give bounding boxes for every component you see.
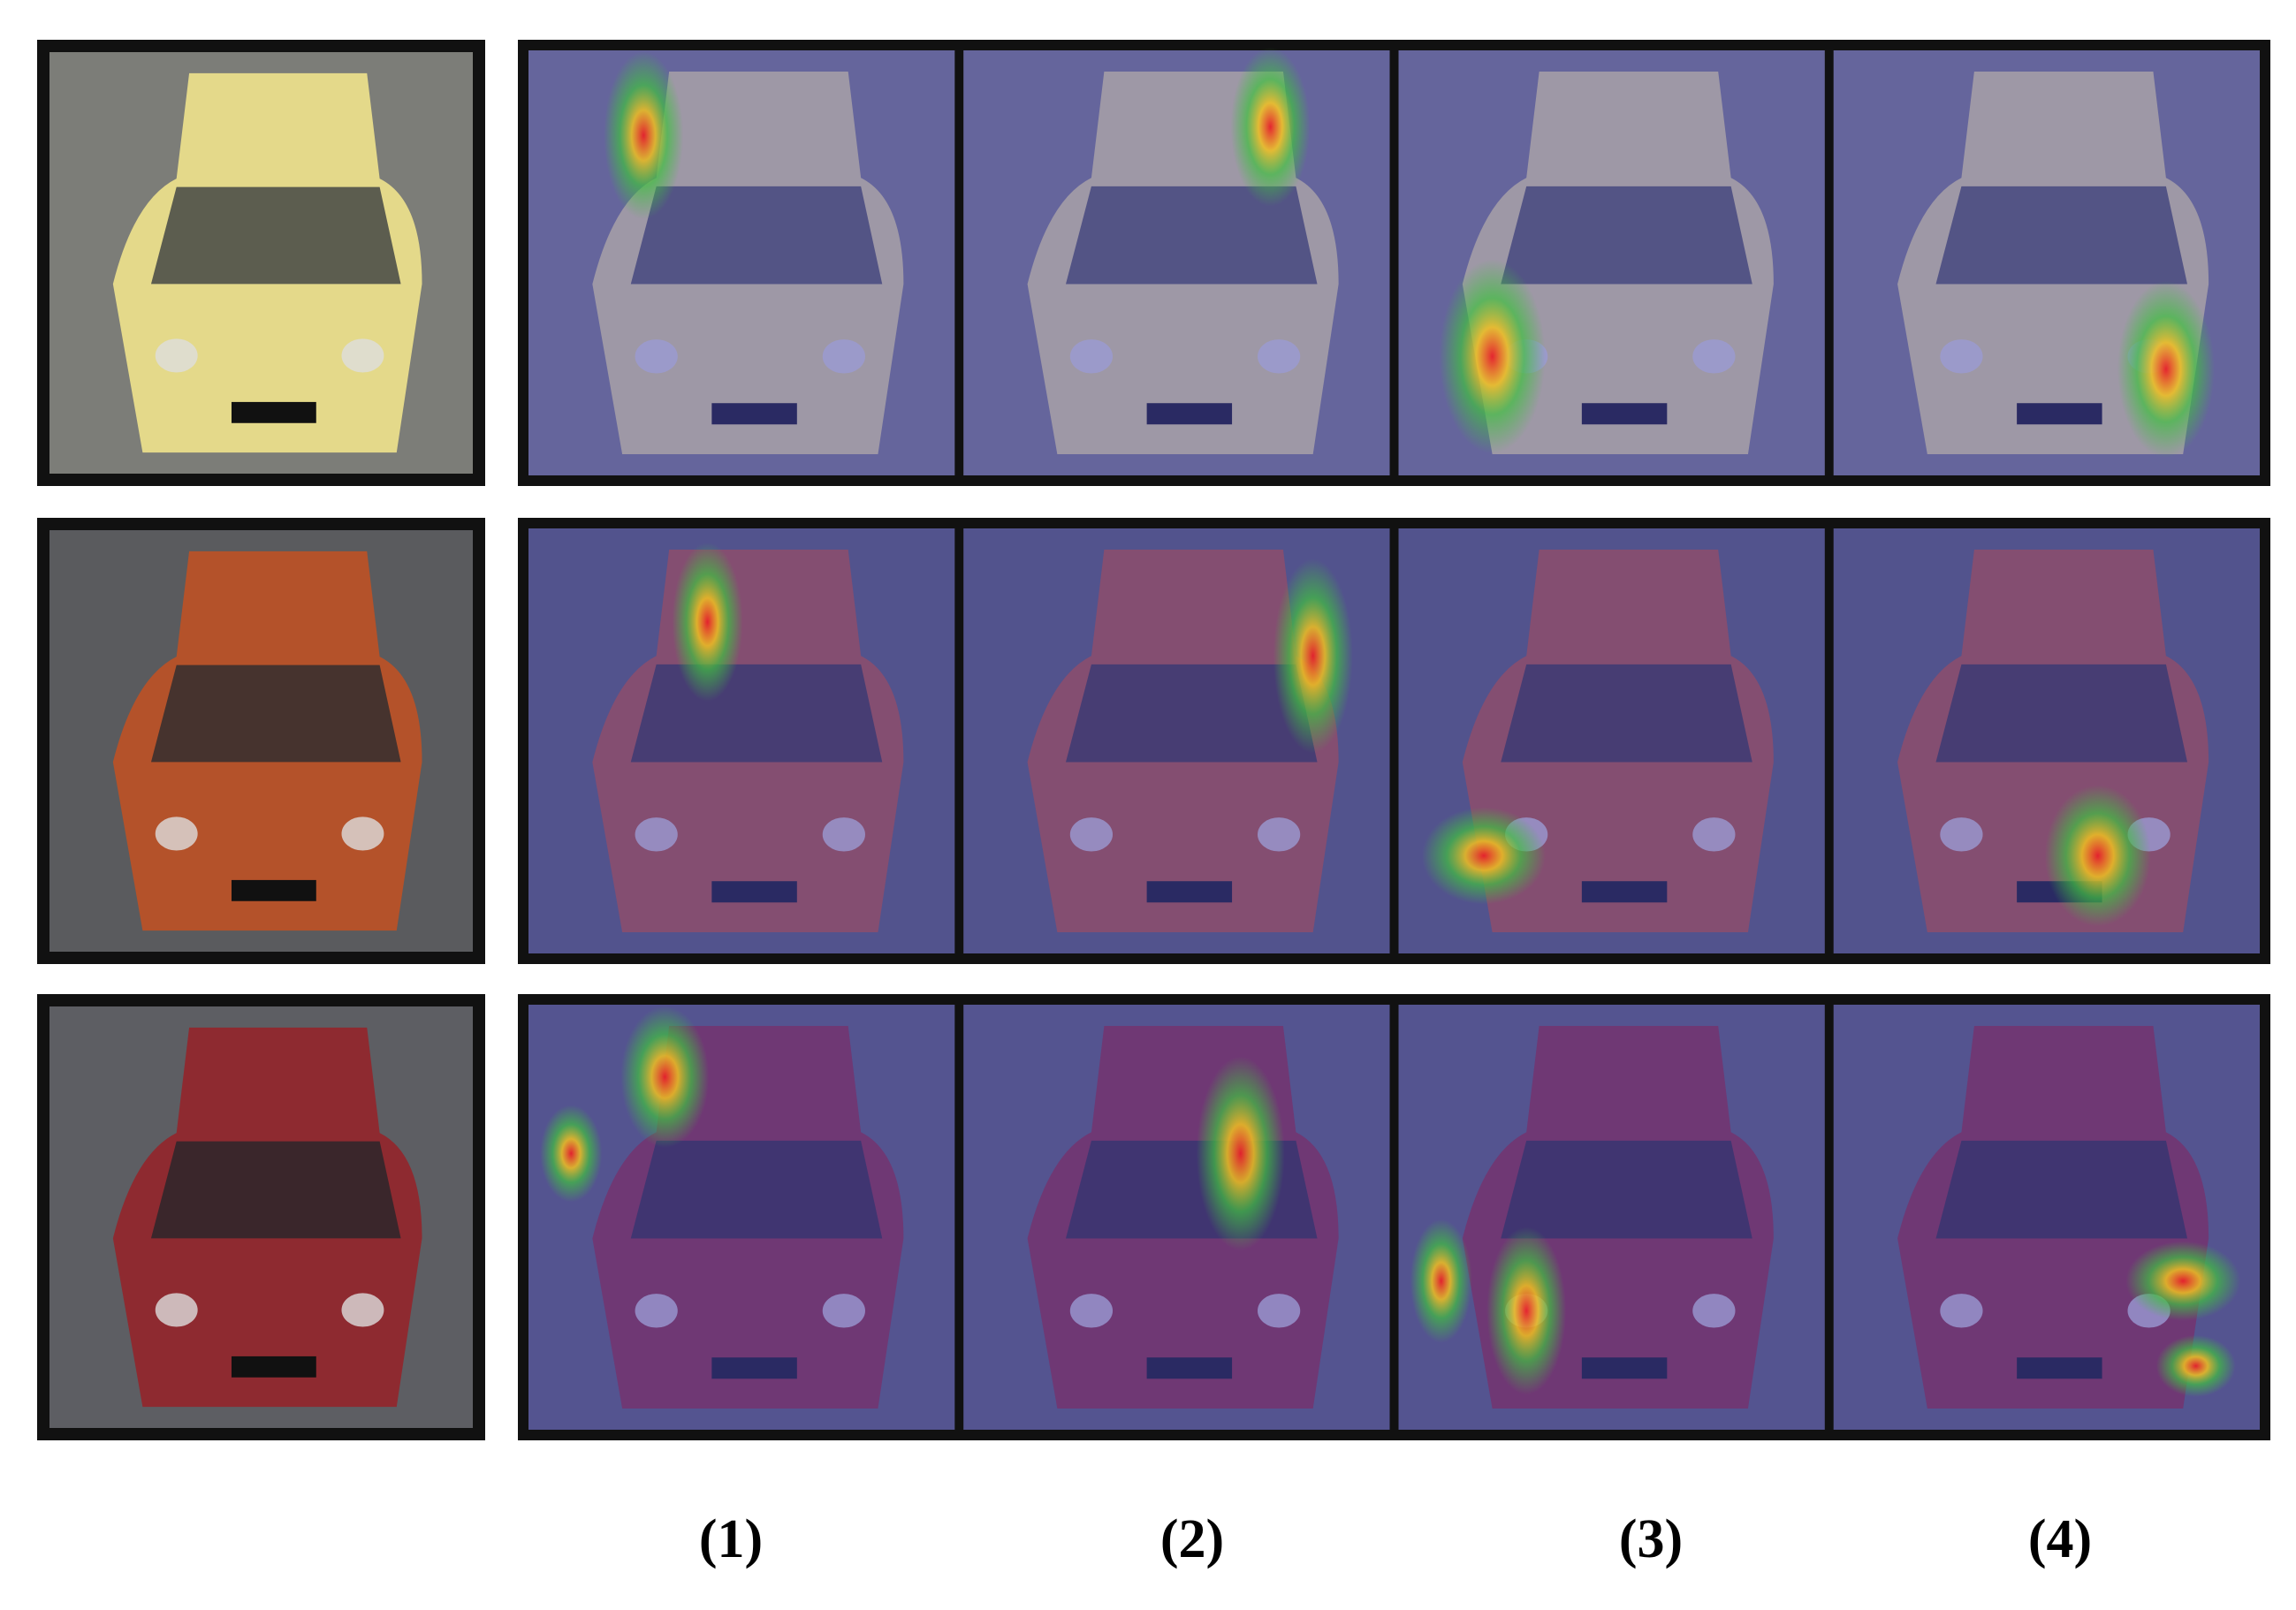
headlight (822, 1294, 865, 1328)
windshield (150, 186, 401, 285)
heatmap-panel (1398, 50, 1825, 475)
heatmap-panel (1398, 1005, 1825, 1430)
plate (1581, 1357, 1668, 1379)
plate (231, 879, 316, 901)
headlight (1940, 1294, 1983, 1328)
windshield (150, 665, 401, 763)
plate (2017, 403, 2102, 425)
headlight (1940, 817, 1983, 852)
attention-blob (2125, 1241, 2241, 1321)
attention-blob (2044, 785, 2151, 927)
windshield (1935, 1140, 2188, 1239)
row (37, 994, 2270, 1440)
headlight (635, 339, 678, 374)
plate (711, 403, 797, 425)
heatmap-panel (528, 50, 955, 475)
plate (1581, 403, 1668, 425)
attention-blob (604, 51, 684, 220)
windshield (630, 186, 883, 285)
headlight (1258, 817, 1301, 852)
column-label: (3) (1619, 1509, 1683, 1569)
plate (711, 881, 797, 903)
attention-blob (1486, 1226, 1567, 1395)
headlight (822, 339, 865, 374)
windshield (1065, 186, 1318, 285)
attention-blob (620, 1006, 710, 1148)
headlight (341, 338, 384, 373)
windshield (630, 1140, 883, 1239)
overlay (1833, 528, 2260, 953)
headlight (635, 1294, 678, 1328)
headlight (1069, 1294, 1114, 1328)
heatmap-panel (528, 528, 955, 953)
headlight (1069, 817, 1114, 852)
plate (1581, 881, 1668, 903)
attention-blob (1230, 47, 1311, 207)
plate (1146, 881, 1233, 903)
plate (231, 401, 316, 423)
headlight (635, 817, 678, 852)
overlay (528, 528, 955, 953)
headlight (1069, 339, 1114, 374)
plate (2017, 1357, 2102, 1379)
headlight (1692, 339, 1736, 374)
attention-blob (672, 542, 743, 702)
plate (1146, 403, 1233, 425)
headlight (155, 338, 198, 373)
plate (1146, 1357, 1233, 1379)
plate (231, 1356, 316, 1378)
attention-blob (1196, 1056, 1285, 1251)
plate (711, 1357, 797, 1379)
heatmap-panel (963, 47, 1390, 475)
windshield (1501, 186, 1752, 285)
overlay (963, 50, 1390, 475)
windshield (1501, 1140, 1752, 1239)
headlight (1258, 339, 1301, 374)
attention-blob (1421, 807, 1546, 905)
heatmap-panel (1398, 528, 1825, 953)
overlay (528, 1005, 955, 1430)
heatmap-panel (528, 1005, 955, 1430)
overlay (963, 1005, 1390, 1430)
headlight (155, 816, 198, 851)
attention-blob (2117, 280, 2215, 458)
overlay (528, 50, 955, 475)
windshield (1501, 664, 1752, 763)
heatmap-panel (1833, 1005, 2260, 1430)
windshield (1935, 664, 2188, 763)
attention-blob (1273, 558, 1353, 754)
windshield (1065, 664, 1318, 763)
attention-blob (2155, 1334, 2236, 1397)
headlight (1692, 817, 1736, 852)
headlight (822, 817, 865, 852)
headlight (1940, 339, 1983, 374)
windshield (1935, 186, 2188, 285)
heatmap-panel (1833, 50, 2260, 475)
windshield (150, 1141, 401, 1239)
column-label: (2) (1160, 1509, 1224, 1569)
headlight (1258, 1294, 1301, 1328)
headlight (155, 1293, 198, 1327)
headlight (1692, 1294, 1736, 1328)
row (37, 518, 2270, 964)
column-label: (1) (699, 1509, 763, 1569)
headlight (341, 816, 384, 851)
heatmap-panel (963, 528, 1390, 953)
heatmap-panel (1833, 528, 2260, 953)
attention-blob (540, 1105, 603, 1203)
row (37, 40, 2270, 486)
headlight (341, 1293, 384, 1327)
overlay (1398, 1005, 1825, 1430)
heatmap-panel (963, 1005, 1390, 1430)
column-label: (4) (2028, 1509, 2092, 1569)
attention-blob (1439, 259, 1546, 454)
attention-blob (1410, 1219, 1472, 1343)
